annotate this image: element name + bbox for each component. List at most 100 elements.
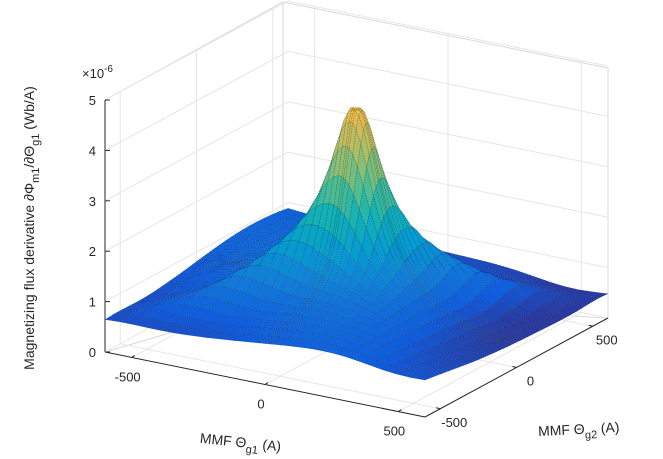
x-tick-mark xyxy=(398,409,402,412)
x-tick-mark xyxy=(131,355,135,358)
surface-patch xyxy=(290,315,303,324)
surface-patch xyxy=(381,365,405,375)
y-tick-mark xyxy=(588,324,593,327)
surface-patch xyxy=(411,281,425,297)
surface-patch xyxy=(475,271,494,287)
surface-patch xyxy=(195,260,213,263)
x-label-sub: g1 xyxy=(245,444,258,457)
surface-patch xyxy=(284,239,300,260)
surface-patch xyxy=(219,252,240,256)
surface-patch xyxy=(402,332,422,343)
z-exponent-power: -6 xyxy=(104,64,113,75)
surface-patch xyxy=(241,257,259,261)
z-label-sub-2: g1 xyxy=(30,134,42,146)
surface-patch xyxy=(365,122,373,151)
back-top-edge xyxy=(282,1,609,69)
surface-patch xyxy=(361,290,378,304)
surface-patch xyxy=(477,261,497,269)
y-tick-label: 500 xyxy=(596,332,618,347)
y-tick-label: 0 xyxy=(527,374,534,389)
surface-patch xyxy=(328,262,340,282)
surface-patch xyxy=(391,295,408,309)
surface-patch xyxy=(368,360,392,370)
surface-patch xyxy=(426,242,442,258)
surface-patch xyxy=(396,291,413,306)
surface-patch xyxy=(437,278,454,298)
surface-patch xyxy=(377,355,400,366)
surface-patch xyxy=(269,336,284,345)
z-grid-line xyxy=(104,0,609,101)
surface-patch xyxy=(155,311,178,324)
surface-patch xyxy=(498,339,517,344)
surface-patch xyxy=(224,261,241,263)
surface-patch xyxy=(282,330,298,339)
surface-patch xyxy=(163,303,186,315)
z-exponent-label: ×10-6 xyxy=(82,64,113,81)
surface-patch xyxy=(441,299,458,313)
z-grid-line xyxy=(104,151,609,252)
surface-patch xyxy=(522,281,544,286)
z-label-main: Magnetizing flux derivative ∂Φ xyxy=(21,183,37,370)
surface-patch xyxy=(201,310,222,323)
z-tick-label: 1 xyxy=(89,295,96,310)
surface-patch xyxy=(252,264,270,284)
z-grid-line xyxy=(104,202,609,303)
surface-patch xyxy=(355,107,361,110)
surface-patch xyxy=(389,205,402,236)
surface-patch xyxy=(184,295,206,308)
surface-patch xyxy=(396,234,408,262)
z-grid-line xyxy=(104,101,609,202)
surface-patch xyxy=(274,329,288,338)
surface-patch xyxy=(269,252,285,272)
surface-patch xyxy=(386,299,404,312)
surface-patch xyxy=(479,347,500,353)
x-label-unit: (A) xyxy=(258,436,282,454)
surface-patch xyxy=(454,256,472,262)
surface-patch xyxy=(506,287,527,305)
surface-patch xyxy=(186,285,207,291)
surface-patch xyxy=(322,344,343,354)
z-axis-label: Magnetizing flux derivative ∂Φm1/∂Θg1 (W… xyxy=(21,86,42,370)
surface-patch xyxy=(197,268,218,273)
surface-patch xyxy=(204,322,225,332)
surface-patch xyxy=(243,235,266,241)
x-tick-mark xyxy=(264,382,269,385)
surface-patch xyxy=(142,310,165,321)
surface-patch xyxy=(249,231,272,238)
surface-patch xyxy=(319,303,334,313)
surface-patch xyxy=(133,317,157,328)
y-tick-label: -500 xyxy=(441,415,467,430)
surface-patch xyxy=(528,323,551,329)
surface-patch xyxy=(510,333,530,339)
surface-patch xyxy=(119,315,143,325)
surface-patch xyxy=(376,291,393,305)
surface-patch xyxy=(324,203,335,233)
surface-patch xyxy=(305,299,317,309)
surface-patch xyxy=(313,301,328,311)
surface-patch xyxy=(483,345,505,351)
surface-patch xyxy=(211,259,230,262)
y-tick-mark xyxy=(512,366,517,368)
surface-patch xyxy=(295,211,310,229)
z-tick-label: 4 xyxy=(89,143,96,158)
surface-patch xyxy=(306,224,319,249)
surface-patch xyxy=(237,261,253,264)
surface-patch xyxy=(407,254,421,278)
surface-patch xyxy=(409,373,435,381)
surface-patch xyxy=(512,285,534,299)
z-tick-label: 2 xyxy=(89,244,96,259)
surface-patch xyxy=(320,292,334,304)
surface-patch xyxy=(158,297,180,305)
surface-patch xyxy=(223,316,242,326)
surface-patch xyxy=(255,218,279,226)
surface-patch xyxy=(206,331,227,339)
surface-patch xyxy=(135,304,160,311)
z-label-unit: (Wb/A) xyxy=(21,86,37,133)
y-grid-line xyxy=(119,91,441,410)
surface-patch xyxy=(495,340,515,346)
surface-patch xyxy=(357,143,367,187)
tick-marks: 0 1 2 3 4 5 -500 0 500 -500 0 500 xyxy=(89,93,618,439)
x-tick-label: -500 xyxy=(115,369,141,384)
surface-patch xyxy=(232,263,251,267)
